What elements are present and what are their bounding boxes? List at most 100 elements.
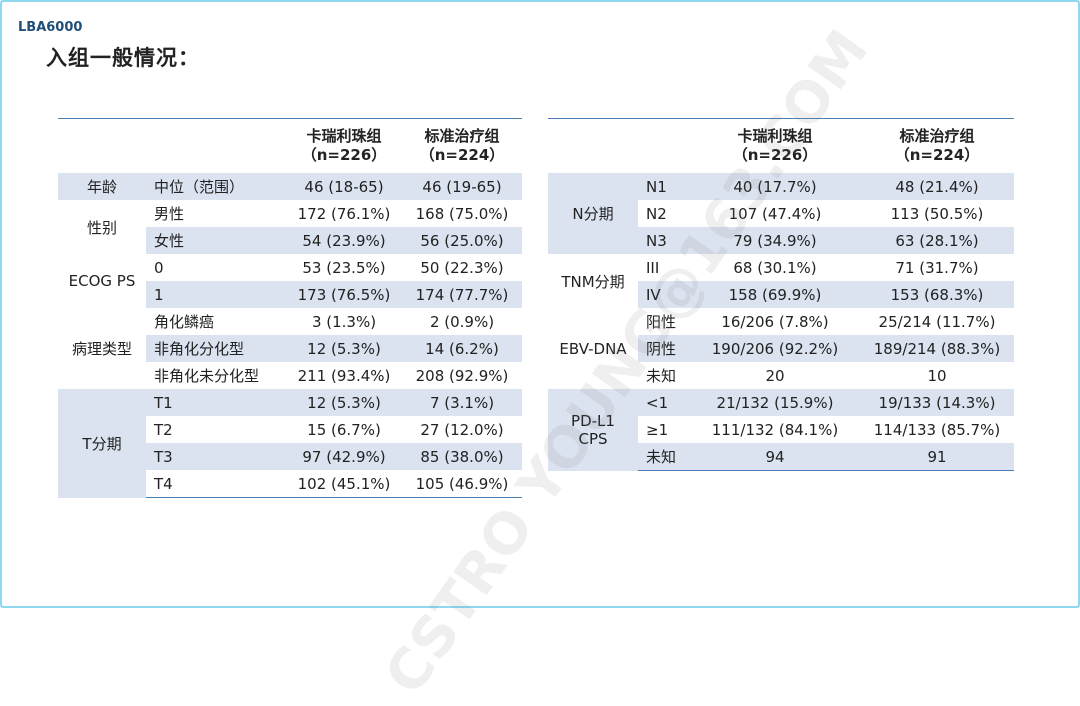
table-row: ≥1 111/132 (84.1%) 114/133 (85.7%) — [548, 416, 1014, 443]
cell-group2: 46 (19-65) — [402, 173, 522, 200]
row-subcategory: 非角化未分化型 — [154, 367, 260, 385]
row-category: 病理类型 — [58, 308, 146, 389]
table-row: 1 173 (76.5%) 174 (77.7%) — [58, 281, 522, 308]
table-row: N3 79 (34.9%) 63 (28.1%) — [548, 227, 1014, 254]
cell-group2: 48 (21.4%) — [860, 173, 1014, 200]
row-subcategory: 非角化分化型 — [146, 335, 286, 362]
cell-group2: 63 (28.1%) — [860, 227, 1014, 254]
header-group1: 卡瑞利珠组 （n=226） — [301, 127, 387, 164]
row-subcategory: N2 — [646, 204, 667, 223]
cell-group1: 3 (1.3%) — [311, 312, 377, 331]
row-subcategory: N1 — [638, 173, 690, 200]
row-category: ECOG PS — [58, 254, 146, 308]
cell-group1: 54 (23.9%) — [286, 227, 402, 254]
row-category: 年龄 — [58, 173, 146, 200]
cell-group1: 46 (18-65) — [286, 173, 402, 200]
row-subcategory: 中位（范围） — [146, 173, 286, 200]
cell-group1: 94 — [690, 443, 860, 471]
row-subcategory: IV — [638, 281, 690, 308]
cell-group2: 168 (75.0%) — [415, 204, 509, 223]
row-subcategory: 未知 — [638, 443, 690, 471]
table-row: T分期 T1 12 (5.3%) 7 (3.1%) — [58, 389, 522, 498]
table-row: T4 102 (45.1%) 105 (46.9%) — [58, 470, 522, 498]
cell-group2: 50 (22.3%) — [420, 258, 504, 277]
cell-group1: 111/132 (84.1%) — [711, 420, 839, 439]
cell-group1: 20 — [765, 366, 785, 385]
row-subcategory: III — [646, 258, 660, 277]
cell-group2: 91 — [860, 443, 1014, 471]
cell-group1: 40 (17.7%) — [690, 173, 860, 200]
cell-group1: 97 (42.9%) — [286, 443, 402, 470]
table-row: PD-L1 CPS <1 21/132 (15.9%) 19/133 (14.3%… — [548, 389, 1014, 471]
row-subcategory: 女性 — [146, 227, 286, 254]
cell-group1: 12 (5.3%) — [286, 335, 402, 362]
row-category: EBV-DNA — [548, 308, 638, 389]
row-subcategory: T2 — [154, 420, 173, 439]
table-row: ECOG PS 0 53 (23.5%) 50 (22.3%) — [58, 254, 522, 308]
table-row: 女性 54 (23.9%) 56 (25.0%) — [58, 227, 522, 254]
table-row: 性别 男性 172 (76.1%) 168 (75.0%) — [58, 200, 522, 254]
cell-group1: 190/206 (92.2%) — [690, 335, 860, 362]
row-subcategory: T4 — [146, 470, 286, 498]
cell-group1: 173 (76.5%) — [286, 281, 402, 308]
table-row: 未知 94 91 — [548, 443, 1014, 471]
row-subcategory: 阳性 — [646, 313, 677, 331]
cell-group2: 27 (12.0%) — [420, 420, 504, 439]
baseline-table-left: 卡瑞利珠组 （n=226） 标准治疗组 （n=224） 年龄 中位（范围） 46 (… — [58, 118, 522, 498]
table-row: 阴性 190/206 (92.2%) 189/214 (88.3%) — [548, 335, 1014, 362]
row-category: TNM分期 — [548, 254, 638, 308]
table-row: 病理类型 角化鳞癌 3 (1.3%) 2 (0.9%) — [58, 308, 522, 389]
cell-group2: 10 — [927, 366, 947, 385]
table-row: IV 158 (69.9%) 153 (68.3%) — [548, 281, 1014, 308]
table-row: 年龄 中位（范围） 46 (18-65) 46 (19-65) — [58, 173, 522, 200]
table-row: EBV-DNA 阳性 16/206 (7.8%) 25/214 (11.7%) — [548, 308, 1014, 389]
header-group2: 标准治疗组 （n=224） — [894, 127, 980, 164]
cell-group2: 114/133 (85.7%) — [873, 420, 1001, 439]
cell-group1: 21/132 (15.9%) — [690, 389, 860, 416]
table-row: 非角化未分化型 211 (93.4%) 208 (92.9%) — [58, 362, 522, 389]
cell-group1: 158 (69.9%) — [690, 281, 860, 308]
cell-group2: 85 (38.0%) — [402, 443, 522, 470]
header-group1: 卡瑞利珠组 （n=226） — [732, 127, 818, 164]
row-subcategory: ≥1 — [646, 420, 669, 439]
cell-group2: 14 (6.2%) — [402, 335, 522, 362]
row-category: PD-L1 CPS — [548, 389, 638, 471]
cell-group1: 102 (45.1%) — [286, 470, 402, 498]
row-subcategory: <1 — [638, 389, 690, 416]
cell-group2: 189/214 (88.3%) — [860, 335, 1014, 362]
row-subcategory: T3 — [146, 443, 286, 470]
cell-group1: 53 (23.5%) — [302, 258, 386, 277]
table-header-row: 卡瑞利珠组 （n=226） 标准治疗组 （n=224） — [548, 118, 1014, 174]
row-subcategory: N3 — [638, 227, 690, 254]
cell-group1: 16/206 (7.8%) — [721, 312, 829, 331]
slide-tag: LBA6000 — [18, 20, 83, 35]
cell-group1: 211 (93.4%) — [297, 366, 391, 385]
row-subcategory: 1 — [146, 281, 286, 308]
cell-group2: 153 (68.3%) — [860, 281, 1014, 308]
row-category: 性别 — [58, 200, 146, 254]
table-row: 未知 20 10 — [548, 362, 1014, 389]
cell-group1: 107 (47.4%) — [728, 204, 822, 223]
row-subcategory: 角化鳞癌 — [154, 313, 215, 331]
cell-group1: 68 (30.1%) — [733, 258, 817, 277]
row-category: N分期 — [548, 173, 638, 254]
table-row: N分期 N1 40 (17.7%) 48 (21.4%) — [548, 173, 1014, 254]
cell-group2: 105 (46.9%) — [402, 470, 522, 498]
table-header-row: 卡瑞利珠组 （n=226） 标准治疗组 （n=224） — [58, 118, 522, 174]
cell-group2: 113 (50.5%) — [890, 204, 984, 223]
row-subcategory: 0 — [154, 258, 164, 277]
cell-group2: 56 (25.0%) — [402, 227, 522, 254]
table-row: T3 97 (42.9%) 85 (38.0%) — [58, 443, 522, 470]
header-group2: 标准治疗组 （n=224） — [419, 127, 505, 164]
cell-group2: 19/133 (14.3%) — [860, 389, 1014, 416]
row-subcategory: T1 — [146, 389, 286, 416]
table-row: T2 15 (6.7%) 27 (12.0%) — [58, 416, 522, 443]
slide-frame — [0, 0, 1080, 608]
table-row: N2 107 (47.4%) 113 (50.5%) — [548, 200, 1014, 227]
row-category: T分期 — [58, 389, 146, 498]
row-subcategory: 未知 — [646, 367, 677, 385]
cell-group2: 174 (77.7%) — [402, 281, 522, 308]
cell-group2: 71 (31.7%) — [895, 258, 979, 277]
row-subcategory: 男性 — [154, 205, 185, 223]
cell-group2: 208 (92.9%) — [415, 366, 509, 385]
